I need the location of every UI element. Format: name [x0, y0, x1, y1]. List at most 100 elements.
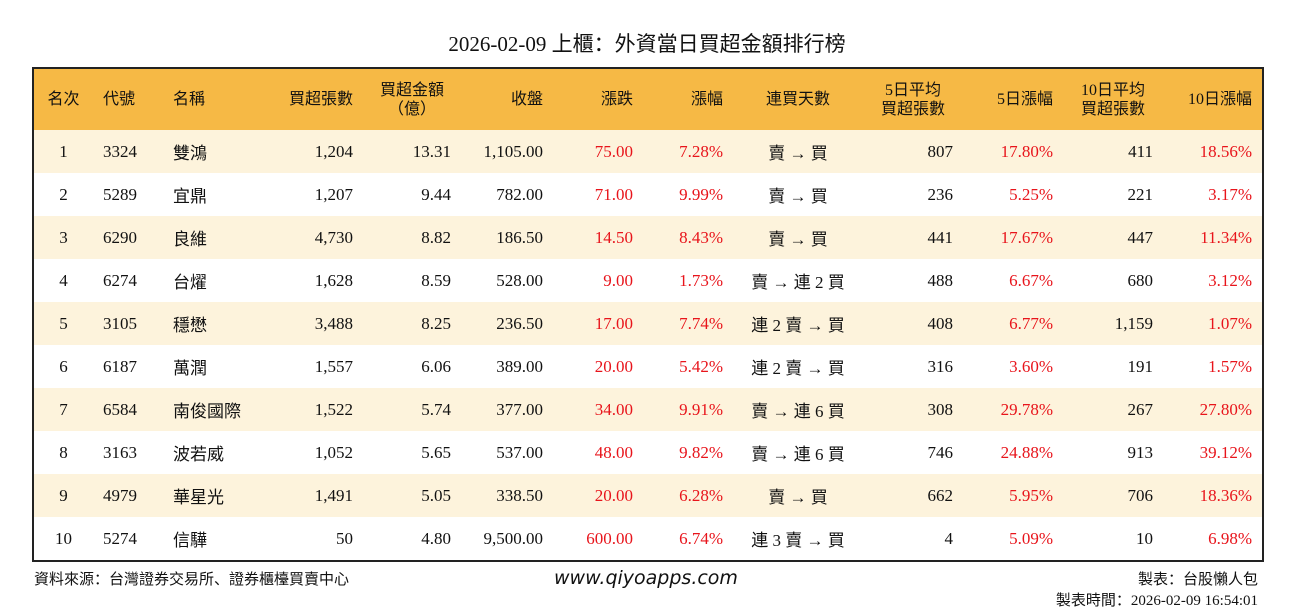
table-row: 4 6274 台燿 1,628 8.59 528.00 9.00 1.73% 賣 → 連 2 買…: [33, 259, 1263, 302]
table-cell: 308: [863, 388, 963, 431]
header-cell: 名稱: [163, 68, 263, 130]
table-cell: 南俊國際: [163, 388, 263, 431]
table-cell: 6.06: [421, 356, 451, 376]
table-cell: 48.00: [594, 442, 633, 462]
table-cell: 8.82: [363, 216, 461, 259]
table-cell: 377.00: [461, 388, 553, 431]
table-row: 9 4979 華星光 1,491 5.05 338.50 20.00 6.28% 賣 → 買 66…: [33, 474, 1263, 517]
table-cell: 5.95%: [963, 474, 1063, 517]
table-cell: 6274: [103, 270, 137, 290]
table-cell: 6.67%: [1009, 270, 1053, 290]
table-cell: 4979: [93, 474, 163, 517]
table-cell: 2: [59, 184, 68, 204]
table-cell: 3.17%: [1208, 184, 1252, 204]
table-cell: 賣 → 買: [733, 216, 863, 259]
table-cell: 221: [1127, 184, 1154, 204]
table-cell: 5.74: [363, 388, 461, 431]
table-cell: 1,522: [263, 388, 363, 431]
table-cell: 24.88%: [1000, 442, 1053, 462]
table-cell: 3,488: [263, 302, 363, 345]
table-cell: 3163: [103, 442, 137, 462]
table-cell: 236.50: [461, 302, 553, 345]
table-cell: 18.56%: [1163, 130, 1263, 173]
table-cell: 6: [59, 356, 68, 376]
table-row: 3 6290 良維 4,730 8.82 186.50 14.50 8.43% 賣 → 買 441…: [33, 216, 1263, 259]
page-title: 2026-02-09 上櫃：外資當日買超金額排行榜: [448, 32, 846, 56]
table-cell: 8: [59, 442, 68, 462]
table-cell: 75.00: [553, 130, 643, 173]
table-cell: 1,207: [314, 184, 353, 204]
table-row: 6 6187 萬潤 1,557 6.06 389.00 20.00 5.42% 連 2 賣 → …: [33, 345, 1263, 388]
table-row: 5 3105 穩懋 3,488 8.25 236.50 17.00 7.74% 連 2 賣 → …: [33, 302, 1263, 345]
table-cell: 1,557: [314, 356, 353, 376]
table-cell: 746: [927, 442, 954, 462]
table-cell: 338.50: [461, 474, 553, 517]
table-cell: 17.67%: [963, 216, 1063, 259]
table-cell: 3.12%: [1208, 270, 1252, 290]
table-cell: 4: [944, 528, 954, 548]
table-cell: 9.91%: [643, 388, 733, 431]
table-cell: 447: [1063, 216, 1163, 259]
table-cell: 20.00: [553, 474, 643, 517]
table-cell: 5: [33, 302, 93, 345]
table-cell: 10: [55, 528, 72, 548]
table-cell: 537.00: [496, 442, 543, 462]
table-cell: 267: [1063, 388, 1163, 431]
header-cell: 10日平均 買超張數: [1063, 68, 1163, 130]
table-cell: 6584: [93, 388, 163, 431]
table-row: 8 3163 波若威 1,052 5.65 537.00 48.00 9.82% 賣 → 連 6…: [33, 431, 1263, 474]
table-cell: 良維: [163, 216, 263, 259]
header-row: 名次 代號 名稱 買超張數 買超金額 （億） 收盤 漲跌 漲幅 連買天數 5日平均 買超張數 5日漲…: [33, 68, 1263, 130]
table-cell: 雙鴻: [163, 130, 263, 173]
table-cell: 賣 → 買: [768, 187, 828, 206]
table-row: 1 3324 雙鴻 1,204 13.31 1,105.00 75.00 7.28% 賣 → 買…: [33, 130, 1263, 173]
table-cell: 1,491: [263, 474, 363, 517]
table-cell: 5.65: [421, 442, 451, 462]
table-cell: 27.80%: [1163, 388, 1263, 431]
table-cell: 7: [33, 388, 93, 431]
table-cell: 20.00: [594, 356, 633, 376]
table-cell: 信驊: [173, 531, 207, 550]
table-row: 10 5274 信驊 50 4.80 9,500.00 600.00 6.74% 連 3 賣 →…: [33, 517, 1263, 561]
table-cell: 5.42%: [679, 356, 723, 376]
table-cell: 5289: [103, 184, 137, 204]
table-row: 7 6584 南俊國際 1,522 5.74 377.00 34.00 9.91% 賣 → 連 …: [33, 388, 1263, 431]
table-cell: 賣 → 連 6 買: [733, 388, 863, 431]
table-cell: 34.00: [553, 388, 643, 431]
table-cell: 14.50: [553, 216, 643, 259]
table-cell: 1.57%: [1208, 356, 1252, 376]
table-cell: 17.00: [553, 302, 643, 345]
table-cell: 賣 → 買: [733, 130, 863, 173]
source-note: 資料來源：台灣證券交易所、證券櫃檯買賣中心: [34, 572, 350, 588]
table-cell: 9.82%: [679, 442, 723, 462]
table-cell: 7.28%: [643, 130, 733, 173]
table-cell: 1.07%: [1163, 302, 1263, 345]
table-cell: 6.74%: [679, 528, 723, 548]
table-cell: 39.12%: [1199, 442, 1252, 462]
table-cell: 8.25: [363, 302, 461, 345]
table-cell: 50: [336, 528, 353, 548]
table-cell: 4.80: [421, 528, 451, 548]
made-time: 製表時間：2026-02-09 16:54:01: [1055, 593, 1258, 609]
table-cell: 11.34%: [1163, 216, 1263, 259]
header-cell: 5日漲幅: [963, 68, 1063, 130]
table-cell: 台燿: [173, 273, 207, 292]
website: www.qiyoapps.com: [554, 567, 738, 589]
table-cell: 萬潤: [173, 359, 207, 378]
table-cell: 3324: [93, 130, 163, 173]
table-cell: 1,204: [263, 130, 363, 173]
header-cell: 名次: [33, 68, 93, 130]
table-row: 2 5289 宜鼎 1,207 9.44 782.00 71.00 9.99% 賣 → 買 236…: [33, 173, 1263, 216]
table-cell: 9: [33, 474, 93, 517]
table-cell: 5.09%: [1009, 528, 1053, 548]
header-cell: 漲幅: [643, 68, 733, 130]
table-cell: 8.59: [421, 270, 451, 290]
table-cell: 9.44: [421, 184, 451, 204]
table-cell: 236: [927, 184, 954, 204]
table-cell: 9,500.00: [483, 528, 544, 548]
header-cell: 5日平均 買超張數: [863, 68, 963, 130]
table-cell: 8.43%: [643, 216, 733, 259]
header-cell: 買超金額 （億）: [363, 68, 461, 130]
table-cell: 1.73%: [679, 270, 723, 290]
